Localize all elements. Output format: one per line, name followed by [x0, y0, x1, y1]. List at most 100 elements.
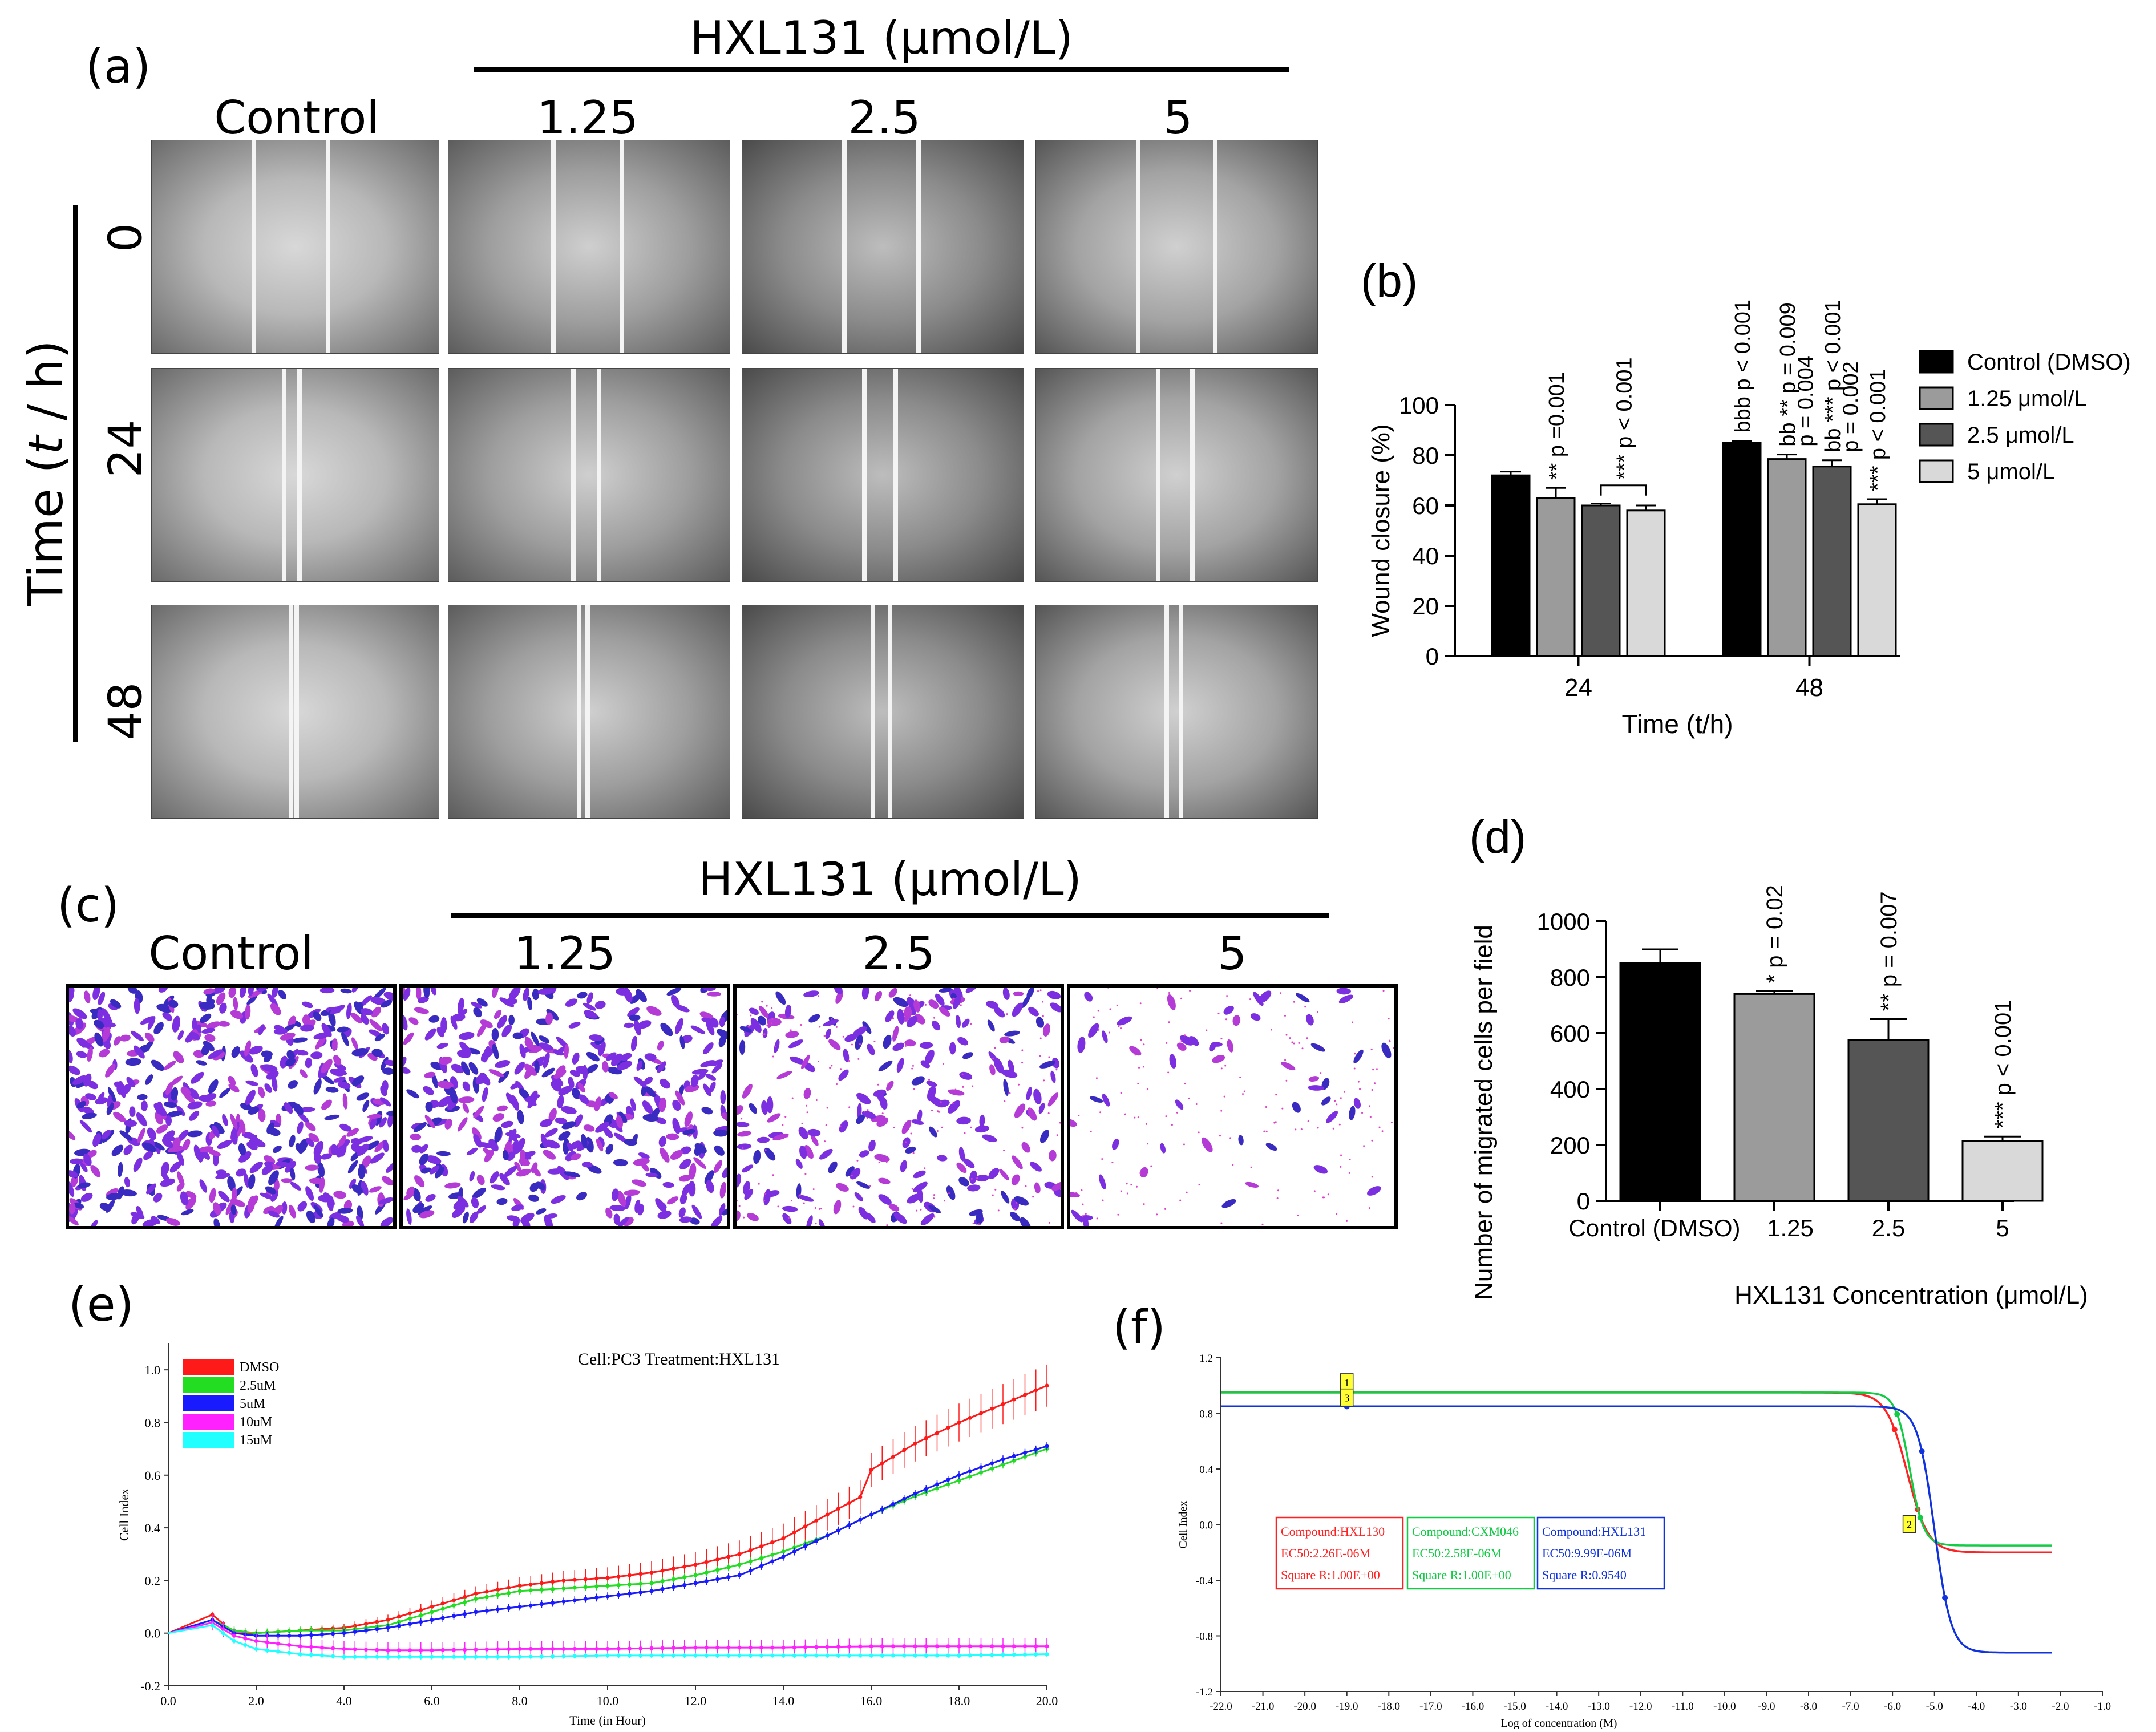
- stained-cell: [616, 1115, 623, 1128]
- legend-swatch: [183, 1432, 234, 1448]
- debris-dot: [1126, 1183, 1128, 1185]
- stained-cell: [369, 1186, 382, 1193]
- debris-dot: [1249, 998, 1251, 1001]
- debris-dot: [925, 1003, 927, 1006]
- stained-cell: [337, 1208, 353, 1214]
- stained-cell: [176, 1151, 184, 1166]
- stained-cell: [873, 1089, 887, 1097]
- stained-cell: [328, 1010, 336, 1027]
- debris-dot: [774, 1046, 776, 1048]
- stained-cell: [710, 1059, 723, 1066]
- stained-cell: [199, 1002, 216, 1010]
- stained-cell: [948, 1089, 965, 1096]
- stained-cell: [582, 1065, 588, 1081]
- debris-dot: [747, 1025, 750, 1027]
- stained-cell: [382, 1139, 389, 1152]
- stained-cell: [228, 1075, 236, 1086]
- debris-dot: [1107, 988, 1109, 989]
- debris-dot: [948, 1192, 950, 1195]
- bar: [1767, 458, 1807, 657]
- stained-cell: [1212, 1055, 1225, 1063]
- x-tick-label: -20.0: [1293, 1701, 1316, 1713]
- stained-cell: [230, 1128, 238, 1145]
- debris-dot: [1176, 1111, 1178, 1114]
- debris-dot: [856, 1159, 859, 1162]
- stained-cell: [261, 1064, 278, 1073]
- stained-cell: [679, 1084, 684, 1096]
- stained-cell: [1349, 1106, 1356, 1120]
- stained-cell: [222, 1114, 228, 1127]
- stained-cell: [177, 1030, 184, 1041]
- wound-image-1-25-0h: [448, 140, 730, 354]
- stained-cell: [920, 1213, 935, 1226]
- legend-swatch: [1919, 459, 1954, 483]
- stained-cell: [92, 1133, 102, 1147]
- y-tick-label: 800: [1550, 964, 1590, 991]
- stained-cell: [624, 1194, 632, 1209]
- stained-cell: [351, 1075, 365, 1086]
- migrated-cells-chart: (d) 0 200 400 600 800 1000 Number of migrated c…: [1469, 811, 2088, 1309]
- stained-cell: [313, 1078, 322, 1095]
- debris-dot: [1021, 1049, 1024, 1051]
- x-tick-label: -3.0: [2010, 1701, 2027, 1713]
- debris-dot: [978, 1223, 980, 1225]
- stained-cell: [436, 1027, 444, 1038]
- debris-dot: [1147, 1143, 1149, 1145]
- stained-cell: [577, 1082, 585, 1093]
- stained-cell: [795, 1159, 803, 1169]
- debris-dot: [1346, 1220, 1348, 1222]
- stained-cell: [706, 1180, 714, 1193]
- stained-cell: [169, 1161, 182, 1173]
- stained-cell: [641, 1085, 646, 1096]
- stained-cell: [333, 1191, 347, 1199]
- stained-cell: [473, 1106, 484, 1119]
- stained-cell: [637, 1204, 644, 1216]
- stained-cell: [380, 1097, 391, 1107]
- stained-cell: [679, 1035, 685, 1049]
- stained-cell: [557, 1166, 569, 1180]
- stained-cell: [69, 1065, 81, 1075]
- debris-dot: [938, 1111, 940, 1113]
- stained-cell: [366, 1140, 379, 1151]
- stained-cell: [1089, 1096, 1103, 1103]
- stained-cell: [636, 1060, 643, 1071]
- stained-cell: [929, 1126, 937, 1138]
- stained-cell: [919, 1042, 933, 1049]
- debris-dot: [1167, 1071, 1170, 1074]
- stained-cell: [524, 1039, 535, 1050]
- stained-cell: [218, 1191, 230, 1203]
- debris-dot: [1320, 1072, 1322, 1074]
- stained-cell: [935, 993, 945, 1006]
- stained-cell: [939, 988, 952, 993]
- stained-cell: [428, 1015, 440, 1023]
- stained-cell: [739, 1026, 752, 1033]
- debris-dot: [1284, 1059, 1287, 1061]
- data-point: [1917, 1515, 1923, 1521]
- legend-ec50: EC50:2.58E-06M: [1412, 1546, 1502, 1560]
- stained-cell: [576, 1192, 587, 1201]
- stained-cell: [367, 1114, 382, 1119]
- debris-dot: [1188, 1097, 1190, 1099]
- stained-cell: [528, 1194, 539, 1202]
- stained-cell: [69, 1158, 83, 1164]
- debris-dot: [1014, 1208, 1016, 1210]
- wound-image-2-5-48h: [742, 605, 1024, 819]
- debris-dot: [1039, 1055, 1041, 1057]
- debris-dot: [910, 1132, 912, 1135]
- stained-cell: [642, 1114, 659, 1122]
- stained-cell: [917, 1109, 923, 1122]
- stained-cell: [699, 1011, 714, 1020]
- stained-cell: [219, 1087, 231, 1098]
- stained-cell: [1039, 1061, 1056, 1069]
- stained-cell: [1038, 1103, 1045, 1114]
- stained-cell: [381, 999, 393, 1008]
- stained-cell: [630, 1098, 636, 1111]
- stained-cell: [544, 1139, 560, 1149]
- debris-dot: [1361, 1112, 1364, 1114]
- stained-cell: [702, 988, 716, 992]
- stained-cell: [1051, 1058, 1060, 1069]
- y-tick-label: 100: [1399, 392, 1439, 419]
- stained-cell: [520, 1149, 526, 1163]
- stained-cell: [290, 1168, 296, 1181]
- panel-a-col-control: Control: [214, 91, 379, 144]
